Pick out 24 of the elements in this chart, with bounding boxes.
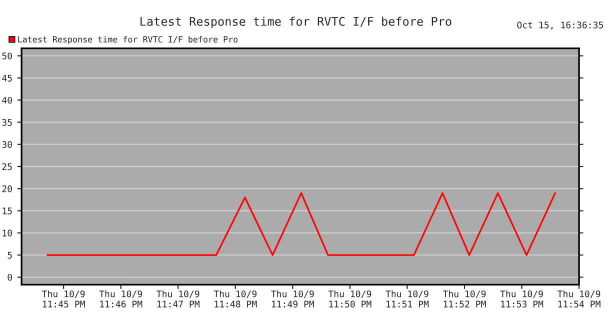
x-tick-label: Thu 10/9 11:49 PM [271,290,314,308]
y-tick-label: 10 [2,230,12,236]
x-tick-label: Thu 10/9 11:53 PM [500,290,544,308]
text: Oct 15, 16:36:35 [517,22,603,30]
legend-label: Latest Response time for RVTC I/F before Pro [18,36,238,44]
y-tick-label: 15 [2,208,12,214]
x-tick-label: Thu 10/9 11:47 PM [156,290,200,308]
y-tick-label: 25 [2,163,12,170]
x-tick-label: Thu 10/9 11:51 PM [386,290,429,308]
chart-title: Latest Response time for RVTC I/F before Pro [140,16,452,28]
x-tick-label: Thu 10/9 11:46 PM [99,290,142,308]
x-tick-label: Thu 10/9 11:52 PM [442,290,486,308]
y-tick-label: 40 [2,96,12,104]
y-tick-label: 30 [2,141,12,148]
x-tick-label: Thu 10/9 11:54 PM [558,290,600,308]
x-tick-label: Thu 10/9 11:48 PM [214,290,257,308]
x-tick-label: Thu 10/9 11:50 PM [328,290,372,308]
y-tick-label: 45 [2,74,12,82]
y-tick-label: 5 [8,252,12,259]
y-tick-label: 35 [2,118,12,126]
y-tick-label: 50 [2,52,12,60]
y-tick-label: 20 [2,185,12,192]
x-tick-label: Thu 10/9 11:45 PM [42,290,85,308]
y-tick-label: 0 [8,274,12,281]
